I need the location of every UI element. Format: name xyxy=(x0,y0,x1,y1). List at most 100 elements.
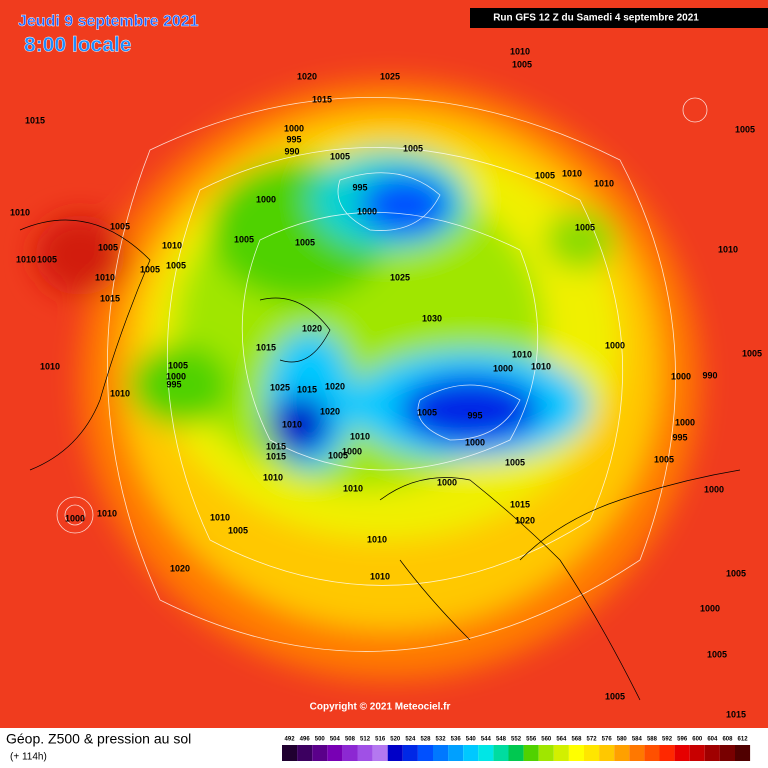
pressure-label: 1010 xyxy=(162,240,182,250)
scale-swatch xyxy=(614,745,630,761)
run-info: Run GFS 12 Z du Samedi 4 septembre 2021 xyxy=(493,13,699,24)
pressure-label: 1010 xyxy=(263,472,283,482)
pressure-label: 1015 xyxy=(100,293,120,303)
scale-label: 604 xyxy=(707,737,718,743)
pressure-label: 1000 xyxy=(342,446,362,456)
pressure-label: 1015 xyxy=(312,94,332,104)
scale-label: 536 xyxy=(451,737,462,743)
pressure-label: 1010 xyxy=(10,207,30,217)
pressure-label: 1010 xyxy=(350,431,370,441)
scale-swatch xyxy=(523,745,539,761)
scale-label: 564 xyxy=(556,737,567,743)
pressure-label: 1020 xyxy=(297,71,317,81)
pressure-label: 1010 xyxy=(594,178,614,188)
pressure-label: 1010 xyxy=(40,361,60,371)
pressure-label: 1005 xyxy=(37,254,57,264)
pressure-label: 1015 xyxy=(25,115,45,125)
scale-swatch xyxy=(357,745,373,761)
pressure-label: 1005 xyxy=(168,360,188,370)
pressure-label: 1025 xyxy=(270,382,290,392)
pressure-label: 1005 xyxy=(228,525,248,535)
pressure-label: 1010 xyxy=(110,388,130,398)
pressure-label: 995 xyxy=(467,410,482,420)
pressure-label: 1015 xyxy=(297,384,317,394)
pressure-label: 1025 xyxy=(390,272,410,282)
scale-label: 520 xyxy=(390,737,401,743)
scale-label: 532 xyxy=(436,737,447,743)
pressure-label: 1000 xyxy=(675,417,695,427)
pressure-label: 1005 xyxy=(98,242,118,252)
pressure-label: 1000 xyxy=(700,603,720,613)
pressure-label: 1010 xyxy=(282,419,302,429)
pressure-label: 1015 xyxy=(266,441,286,451)
scale-label: 492 xyxy=(285,737,296,743)
pressure-label: 1000 xyxy=(65,513,85,523)
scale-swatch xyxy=(584,745,600,761)
isobars xyxy=(56,96,708,652)
scale-label: 560 xyxy=(541,737,552,743)
legend-lead: (+ 114h) xyxy=(10,752,47,763)
scale-swatch xyxy=(372,745,388,761)
pressure-label: 995 xyxy=(166,379,181,389)
scale-label: 528 xyxy=(420,737,431,743)
scale-swatch xyxy=(448,745,464,761)
scale-label: 540 xyxy=(466,737,477,743)
scale-swatch xyxy=(735,745,751,761)
pressure-label: 990 xyxy=(284,146,299,156)
scale-swatch xyxy=(402,745,418,761)
scale-label: 588 xyxy=(647,737,658,743)
scale-swatch xyxy=(704,745,720,761)
scale-label: 512 xyxy=(360,737,371,743)
scale-label: 516 xyxy=(375,737,386,743)
scale-label: 576 xyxy=(602,737,613,743)
pressure-label: 1015 xyxy=(510,499,530,509)
scale-swatch xyxy=(508,745,524,761)
scale-label: 600 xyxy=(692,737,703,743)
scale-label: 524 xyxy=(405,737,416,743)
pressure-label: 1010 xyxy=(531,361,551,371)
pressure-label: 1010 xyxy=(562,168,582,178)
pressure-label: 995 xyxy=(352,182,367,192)
pressure-label: 1005 xyxy=(575,222,595,232)
pressure-label: 1010 xyxy=(718,244,738,254)
pressure-label: 1020 xyxy=(515,515,535,525)
pressure-label: 1005 xyxy=(707,649,727,659)
pressure-label: 1000 xyxy=(704,484,724,494)
forecast-date: Jeudi 9 septembre 2021 xyxy=(18,13,199,30)
scale-label: 592 xyxy=(662,737,673,743)
pressure-label: 1005 xyxy=(166,260,186,270)
scale-swatch xyxy=(327,745,343,761)
scale-swatch xyxy=(342,745,358,761)
scale-swatch xyxy=(478,745,494,761)
pressure-label: 1000 xyxy=(465,437,485,447)
copyright: Copyright © 2021 Meteociel.fr xyxy=(310,702,451,713)
pressure-label: 1005 xyxy=(512,59,532,69)
pressure-label: 1005 xyxy=(605,691,625,701)
scale-swatch xyxy=(629,745,645,761)
pressure-label: 1005 xyxy=(328,450,348,460)
pressure-label: 995 xyxy=(672,432,687,442)
coastlines xyxy=(19,219,741,701)
pressure-label: 1020 xyxy=(320,406,340,416)
color-scale: 492 496 500 504 508 512 516 520 524 528 532 536 540 5… xyxy=(282,737,751,761)
scale-swatch xyxy=(463,745,479,761)
pressure-label: 1000 xyxy=(437,477,457,487)
scale-label: 572 xyxy=(587,737,598,743)
pressure-label: 1005 xyxy=(234,234,254,244)
pressure-label: 1000 xyxy=(357,206,377,216)
pressure-label: 1020 xyxy=(325,381,345,391)
scale-swatch xyxy=(689,745,705,761)
pressure-label: 1015 xyxy=(256,342,276,352)
scale-swatch xyxy=(719,745,735,761)
pressure-label: 1000 xyxy=(284,123,304,133)
pressure-label: 1005 xyxy=(654,454,674,464)
run-box xyxy=(470,8,768,28)
scale-label: 612 xyxy=(738,737,749,743)
pressure-label: 1000 xyxy=(166,371,186,381)
scale-swatch xyxy=(538,745,554,761)
pressure-label: 1010 xyxy=(370,571,390,581)
pressure-label: 1010 xyxy=(97,508,117,518)
pressure-label: 1000 xyxy=(493,363,513,373)
